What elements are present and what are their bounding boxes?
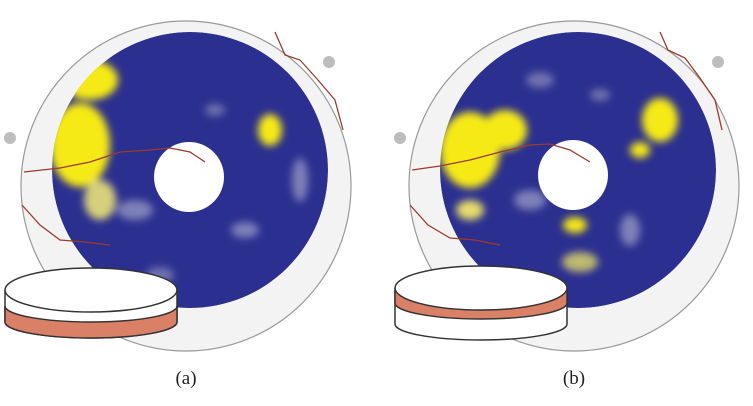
panel-label-a: (a): [175, 368, 196, 389]
cylinder-model-icon-b: [394, 265, 568, 341]
sensor-dot-a-right: [323, 56, 335, 68]
sensor-dot-b-right: [712, 56, 724, 68]
panel-b: (b): [394, 20, 740, 389]
sensor-dot-a-left: [4, 132, 16, 144]
inner-hole-a: [154, 142, 224, 212]
panel-a: (a): [4, 20, 352, 389]
panel-label-b: (b): [563, 368, 585, 389]
inner-hole-b: [538, 140, 608, 210]
cylinder-model-icon-a: [4, 267, 178, 339]
sensor-dot-b-left: [394, 132, 406, 144]
cracks-a: [21, 31, 344, 246]
cracks-b: [409, 31, 723, 246]
